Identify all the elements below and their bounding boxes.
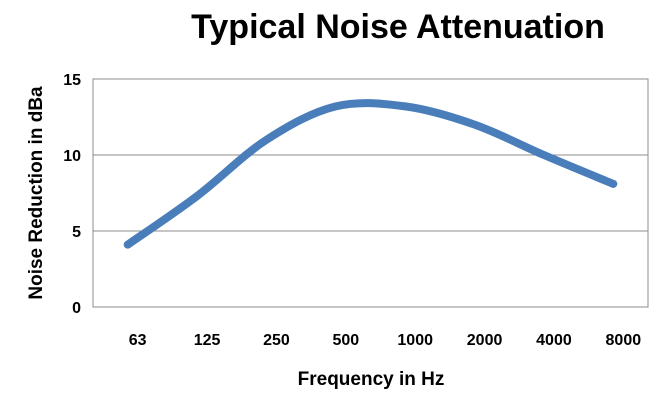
y-axis-ticks: 0 5 10 15 <box>63 72 81 317</box>
y-tick-label: 10 <box>63 148 81 165</box>
plot-area-frame <box>92 78 649 308</box>
x-tick-label: 8000 <box>606 332 642 349</box>
x-tick-label: 250 <box>263 332 290 349</box>
x-axis-label: Frequency in Hz <box>298 369 445 390</box>
y-axis-label: Noise Reduction in dBa <box>26 86 47 300</box>
x-tick-label: 500 <box>332 332 359 349</box>
x-tick-label: 63 <box>129 332 147 349</box>
y-tick-label: 0 <box>72 300 81 317</box>
y-tick-label: 15 <box>63 72 81 89</box>
gridlines <box>93 154 648 232</box>
y-tick-label: 5 <box>72 224 81 241</box>
x-tick-label: 125 <box>194 332 221 349</box>
series-line-noise-reduction <box>123 99 618 249</box>
x-axis-ticks: 63 125 250 500 1000 2000 4000 8000 <box>129 332 641 349</box>
x-tick-label: 1000 <box>397 332 433 349</box>
x-tick-label: 4000 <box>536 332 572 349</box>
x-tick-label: 2000 <box>467 332 503 349</box>
chart-title: Typical Noise Attenuation <box>191 8 605 46</box>
